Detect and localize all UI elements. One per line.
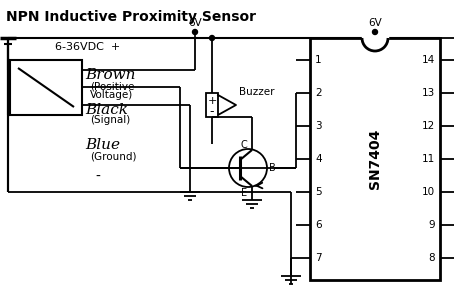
Text: Brown: Brown — [85, 68, 136, 82]
Text: -: - — [95, 170, 100, 184]
Circle shape — [210, 35, 215, 40]
Text: C: C — [241, 140, 247, 150]
Text: 1: 1 — [315, 55, 322, 65]
Text: 8: 8 — [428, 253, 435, 263]
Text: 14: 14 — [422, 55, 435, 65]
Text: (Ground): (Ground) — [90, 151, 137, 161]
Text: 13: 13 — [422, 88, 435, 98]
Text: (Positive: (Positive — [90, 81, 134, 91]
Text: 3: 3 — [315, 121, 322, 131]
Text: Blue: Blue — [85, 138, 120, 152]
Text: 6V: 6V — [368, 18, 382, 28]
Text: 4: 4 — [315, 154, 322, 164]
Circle shape — [192, 30, 198, 34]
Text: Buzzer: Buzzer — [239, 87, 274, 97]
Text: E: E — [241, 188, 247, 198]
Text: 12: 12 — [422, 121, 435, 131]
Bar — [310, 38, 440, 280]
Text: 6-36VDC  +: 6-36VDC + — [55, 42, 120, 52]
Text: 2: 2 — [315, 88, 322, 98]
Text: NPN Inductive Proximity Sensor: NPN Inductive Proximity Sensor — [6, 10, 256, 24]
Text: 9: 9 — [428, 220, 435, 230]
Text: Black: Black — [85, 103, 128, 117]
Text: -: - — [210, 106, 214, 119]
Polygon shape — [362, 35, 388, 39]
Text: 7: 7 — [315, 253, 322, 263]
Text: SN7404: SN7404 — [368, 129, 382, 189]
Circle shape — [373, 30, 377, 34]
Text: 6: 6 — [315, 220, 322, 230]
Text: 10: 10 — [422, 187, 435, 197]
Text: 11: 11 — [422, 154, 435, 164]
Text: +: + — [207, 96, 217, 106]
Polygon shape — [218, 95, 236, 115]
Text: Voltage): Voltage) — [90, 90, 133, 100]
Bar — [206, 93, 218, 117]
Bar — [10, 60, 82, 115]
Text: 6V: 6V — [188, 18, 202, 28]
Text: B: B — [269, 163, 276, 173]
Text: 5: 5 — [315, 187, 322, 197]
Text: (Signal): (Signal) — [90, 115, 130, 125]
